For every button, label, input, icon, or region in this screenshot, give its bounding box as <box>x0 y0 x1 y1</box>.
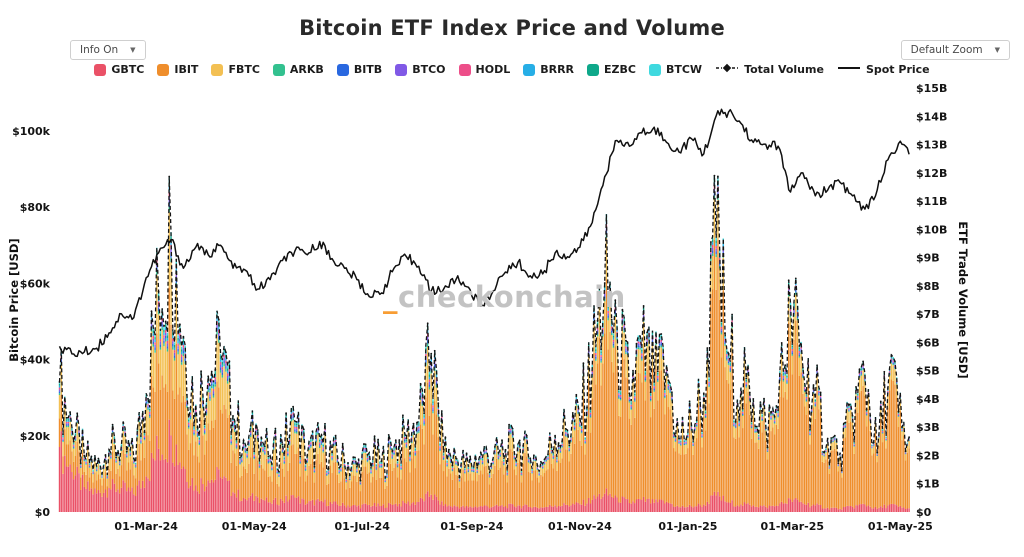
chart-legend: GBTC IBIT FBTC ARKB BITB BTCO HODL BRRR EZBC BTCW… <box>0 63 1024 76</box>
legend-swatch-hodl <box>458 63 471 76</box>
svg-text:$7B: $7B <box>916 308 940 321</box>
legend-label: Spot Price <box>865 63 930 76</box>
svg-text:$15B: $15B <box>916 82 947 95</box>
chevron-down-icon: ▼ <box>130 45 136 54</box>
legend-item-ezbc[interactable]: EZBC <box>587 63 636 76</box>
legend-label: EZBC <box>604 63 636 76</box>
svg-text:$5B: $5B <box>916 365 940 378</box>
svg-text:$9B: $9B <box>916 252 940 265</box>
legend-label: BRRR <box>540 63 575 76</box>
svg-text:$2B: $2B <box>916 450 940 463</box>
legend-label: BITB <box>353 63 383 76</box>
svg-text:01-May-24: 01-May-24 <box>222 520 287 533</box>
right-axis-ticks: $0 $1B $2B $3B $4B $5B $6B $7B $8B $9B $10B $11B $12… <box>916 82 947 519</box>
solid-line-icon <box>837 63 861 76</box>
legend-label: ARKB <box>289 63 324 76</box>
legend-swatch-fbtc <box>211 63 224 76</box>
legend-item-total-volume[interactable]: Total Volume <box>715 63 824 76</box>
svg-text:$60k: $60k <box>20 277 51 290</box>
svg-text:$3B: $3B <box>916 421 940 434</box>
total-volume-markers <box>58 174 910 482</box>
legend-label: BTCW <box>665 63 703 76</box>
legend-swatch-ibit <box>157 63 170 76</box>
left-axis-ticks: $0 $20k $40k $60k $80k $100k <box>12 125 51 519</box>
dashed-line-marker-icon <box>715 63 739 76</box>
legend-swatch-btco <box>395 63 408 76</box>
chevron-down-icon: ▼ <box>994 45 1000 54</box>
legend-item-gbtc[interactable]: GBTC <box>94 63 144 76</box>
legend-item-hodl[interactable]: HODL <box>458 63 511 76</box>
legend-item-spot-price[interactable]: Spot Price <box>837 63 930 76</box>
svg-text:01-Mar-25: 01-Mar-25 <box>761 520 825 533</box>
legend-swatch-gbtc <box>94 63 107 76</box>
legend-swatch-btcw <box>648 63 661 76</box>
svg-text:$100k: $100k <box>12 125 51 138</box>
svg-text:$1B: $1B <box>916 478 940 491</box>
legend-label: Total Volume <box>744 63 824 76</box>
legend-label: GBTC <box>111 63 145 76</box>
zoom-dropdown-label: Default Zoom <box>910 44 983 56</box>
legend-item-bitb[interactable]: BITB <box>336 63 383 76</box>
svg-text:01-Mar-24: 01-Mar-24 <box>114 520 178 533</box>
svg-text:$14B: $14B <box>916 110 947 123</box>
legend-swatch-ezbc <box>587 63 600 76</box>
svg-text:$80k: $80k <box>20 201 51 214</box>
legend-label: FBTC <box>228 63 260 76</box>
zoom-dropdown[interactable]: Default Zoom ▼ <box>900 40 1010 60</box>
legend-item-brrr[interactable]: BRRR <box>523 63 574 76</box>
legend-swatch-brrr <box>523 63 536 76</box>
info-toggle-label: Info On <box>80 44 119 56</box>
spot-price-line <box>58 108 910 358</box>
legend-swatch-bitb <box>336 63 349 76</box>
legend-label: HODL <box>475 63 511 76</box>
x-axis-ticks: 01-Mar-24 01-May-24 01-Jul-24 01-Sep-24 01-N… <box>114 520 932 533</box>
legend-label: BTCO <box>412 63 446 76</box>
svg-text:01-Sep-24: 01-Sep-24 <box>440 520 503 533</box>
svg-text:$0: $0 <box>916 506 932 519</box>
svg-text:$20k: $20k <box>20 430 51 443</box>
legend-item-btcw[interactable]: BTCW <box>648 63 703 76</box>
svg-text:01-Jan-25: 01-Jan-25 <box>658 520 717 533</box>
svg-text:$11B: $11B <box>916 195 947 208</box>
info-toggle-dropdown[interactable]: Info On ▼ <box>70 40 146 60</box>
legend-item-arkb[interactable]: ARKB <box>272 63 324 76</box>
legend-item-ibit[interactable]: IBIT <box>157 63 198 76</box>
volume-bars-layer <box>58 175 910 512</box>
svg-text:$13B: $13B <box>916 139 947 152</box>
legend-item-fbtc[interactable]: FBTC <box>211 63 260 76</box>
svg-text:$8B: $8B <box>916 280 940 293</box>
legend-swatch-arkb <box>272 63 285 76</box>
legend-label: IBIT <box>174 63 199 76</box>
svg-text:$10B: $10B <box>916 223 947 236</box>
svg-text:$40k: $40k <box>20 354 51 367</box>
svg-text:$12B: $12B <box>916 167 947 180</box>
legend-item-btco[interactable]: BTCO <box>395 63 446 76</box>
svg-text:01-Jul-24: 01-Jul-24 <box>334 520 390 533</box>
svg-text:01-Nov-24: 01-Nov-24 <box>548 520 612 533</box>
svg-text:$4B: $4B <box>916 393 940 406</box>
svg-text:$0: $0 <box>35 506 51 519</box>
svg-text:01-May-25: 01-May-25 <box>868 520 933 533</box>
chart-title: Bitcoin ETF Index Price and Volume <box>299 16 725 40</box>
svg-text:$6B: $6B <box>916 336 940 349</box>
